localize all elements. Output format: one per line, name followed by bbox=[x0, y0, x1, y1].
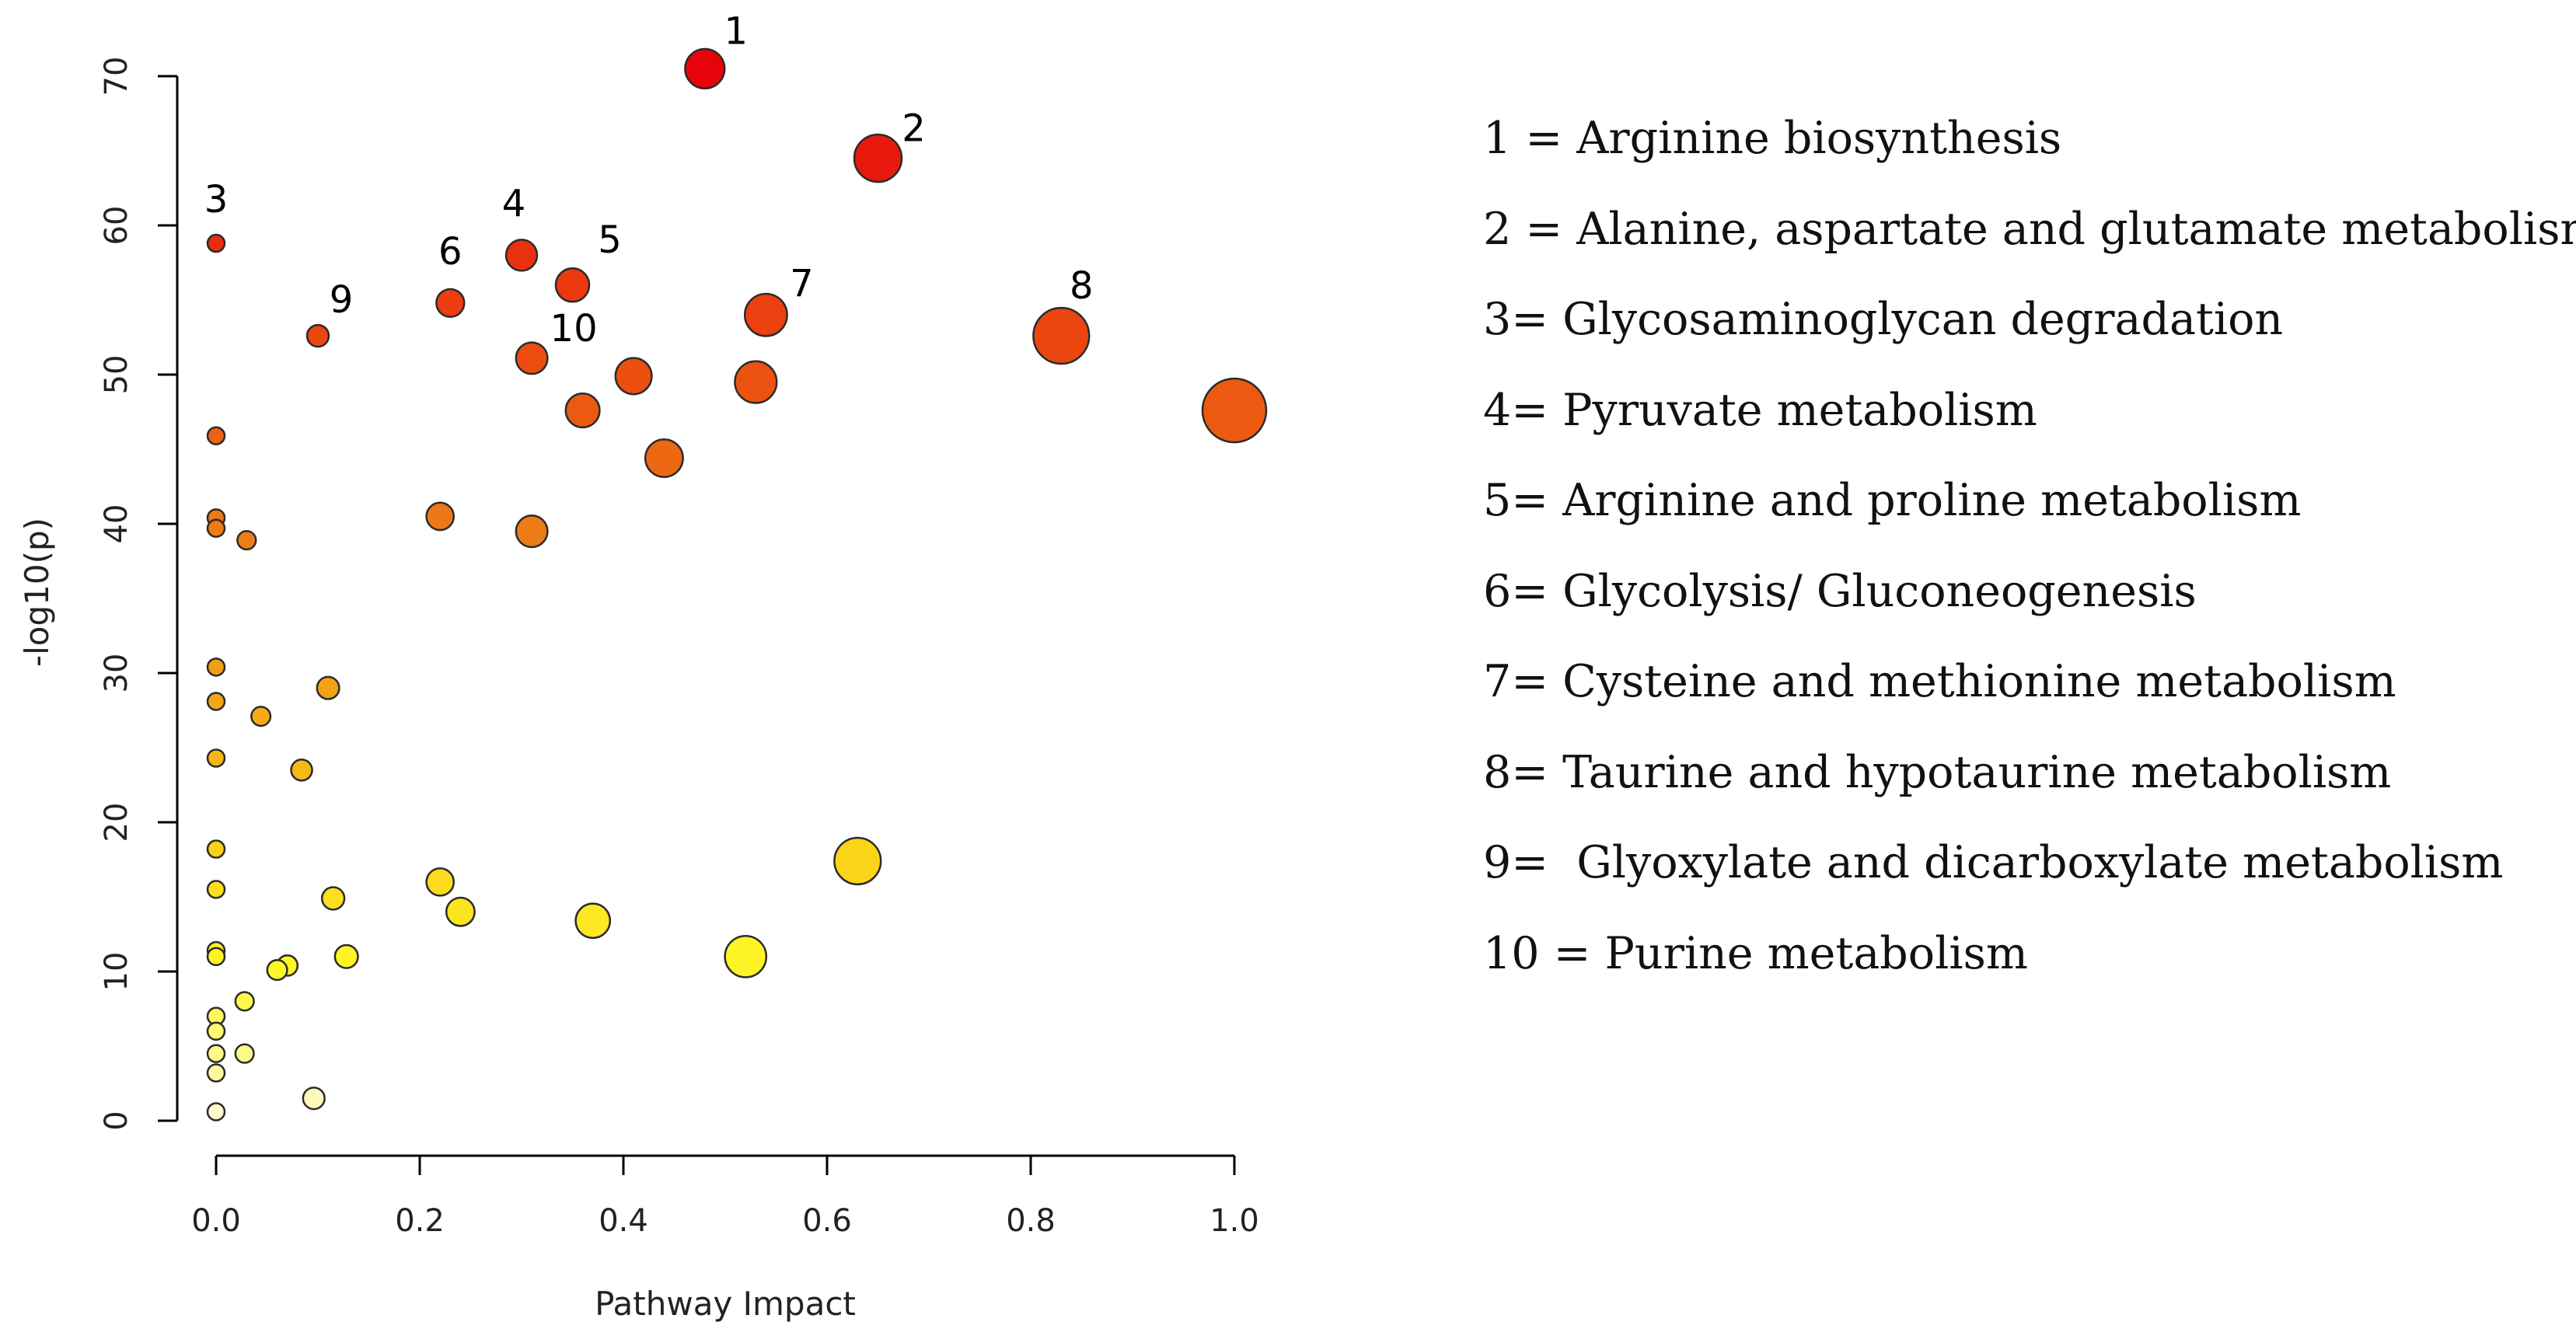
pathway-point bbox=[734, 360, 778, 404]
pathway-point bbox=[206, 748, 226, 768]
pathway-point-7 bbox=[743, 292, 788, 337]
y-tick-label: 60 bbox=[99, 206, 134, 246]
pathway-point bbox=[614, 357, 653, 396]
pathway-point bbox=[206, 692, 226, 711]
pathway-point-3 bbox=[206, 233, 226, 253]
pathway-point bbox=[206, 880, 226, 899]
pathway-point bbox=[206, 426, 226, 445]
legend-item: 10 = Purine metabolism bbox=[1483, 927, 2028, 979]
pathway-point-1 bbox=[684, 47, 726, 90]
pathway-point bbox=[515, 515, 549, 549]
y-tick-label: 20 bbox=[99, 803, 134, 842]
pathway-point bbox=[234, 991, 255, 1012]
pathway-point bbox=[320, 886, 346, 911]
point-label-6: 6 bbox=[438, 230, 462, 274]
pathway-point bbox=[206, 839, 226, 859]
point-label-3: 3 bbox=[204, 178, 229, 222]
legend-item: 5= Arginine and proline metabolism bbox=[1483, 475, 2302, 526]
point-label-7: 7 bbox=[790, 262, 814, 305]
pathway-point bbox=[425, 501, 456, 532]
legend-item: 2 = Alanine, aspartate and glutamate met… bbox=[1483, 203, 2576, 255]
x-tick-label: 0.4 bbox=[599, 1203, 648, 1239]
pathway-point bbox=[425, 867, 456, 897]
y-tick-label: 50 bbox=[99, 355, 134, 395]
pathway-point bbox=[574, 902, 612, 940]
legend-item: 6= Glycolysis/ Gluconeogenesis bbox=[1483, 565, 2197, 617]
pathway-point bbox=[206, 1044, 226, 1063]
x-tick-label: 0.6 bbox=[802, 1203, 852, 1239]
legend-item: 4= Pyruvate metabolism bbox=[1483, 384, 2037, 436]
pathway-point bbox=[833, 836, 882, 886]
legend-item: 1 = Arginine biosynthesis bbox=[1483, 113, 2062, 164]
point-label-5: 5 bbox=[598, 218, 622, 262]
y-tick-label: 70 bbox=[99, 57, 134, 96]
pathway-point-4 bbox=[504, 239, 539, 272]
pathway-point bbox=[206, 658, 226, 677]
pathway-point bbox=[724, 934, 768, 978]
point-label-4: 4 bbox=[502, 182, 526, 225]
pathway-point bbox=[644, 438, 684, 478]
pathway-point bbox=[206, 1102, 226, 1121]
pathway-point bbox=[445, 896, 476, 927]
y-tick-label: 30 bbox=[99, 654, 134, 693]
pathway-point-8 bbox=[1032, 306, 1091, 365]
pathway-point bbox=[333, 944, 359, 969]
y-tick-label: 0 bbox=[99, 1111, 134, 1130]
pathway-point bbox=[206, 1063, 226, 1083]
pathway-point bbox=[564, 392, 601, 429]
point-label-9: 9 bbox=[330, 278, 354, 322]
pathway-point bbox=[234, 1043, 255, 1064]
pathway-point bbox=[290, 759, 313, 782]
point-label-1: 1 bbox=[724, 9, 749, 53]
pathway-point-6 bbox=[435, 288, 466, 318]
y-tick-label: 40 bbox=[99, 504, 134, 544]
legend-item: 7= Cysteine and methionine metabolism bbox=[1483, 656, 2396, 707]
legend-item: 8= Taurine and hypotaurine metabolism bbox=[1483, 746, 2392, 798]
pathway-point-10 bbox=[515, 341, 549, 375]
y-tick-label: 10 bbox=[99, 952, 134, 992]
x-tick-label: 0.0 bbox=[191, 1203, 241, 1239]
pathway-point bbox=[266, 959, 288, 982]
pathway-point bbox=[206, 518, 226, 539]
point-label-2: 2 bbox=[902, 107, 926, 151]
legend-item: 3= Glycosaminoglycan degradation bbox=[1483, 294, 2284, 345]
pathway-point bbox=[1201, 377, 1268, 444]
y-axis-title: -log10(p) bbox=[18, 518, 56, 667]
pathway-point-2 bbox=[853, 133, 903, 183]
pathway-point bbox=[206, 947, 226, 967]
pathway-point bbox=[302, 1087, 326, 1111]
point-label-8: 8 bbox=[1070, 264, 1094, 308]
pathway-point bbox=[316, 675, 340, 700]
pathway-point bbox=[206, 1021, 226, 1041]
x-axis-title: Pathway Impact bbox=[595, 1285, 856, 1323]
legend-item: 9= Glyoxylate and dicarboxylate metaboli… bbox=[1483, 837, 2504, 888]
pathway-point bbox=[236, 529, 257, 551]
x-tick-label: 0.8 bbox=[1006, 1203, 1056, 1239]
pathway-point bbox=[250, 706, 272, 727]
point-label-10: 10 bbox=[550, 307, 598, 351]
x-tick-label: 0.2 bbox=[395, 1203, 445, 1239]
pathway-point-9 bbox=[305, 323, 330, 348]
pathway-point-5 bbox=[554, 267, 591, 303]
x-tick-label: 1.0 bbox=[1209, 1203, 1259, 1239]
